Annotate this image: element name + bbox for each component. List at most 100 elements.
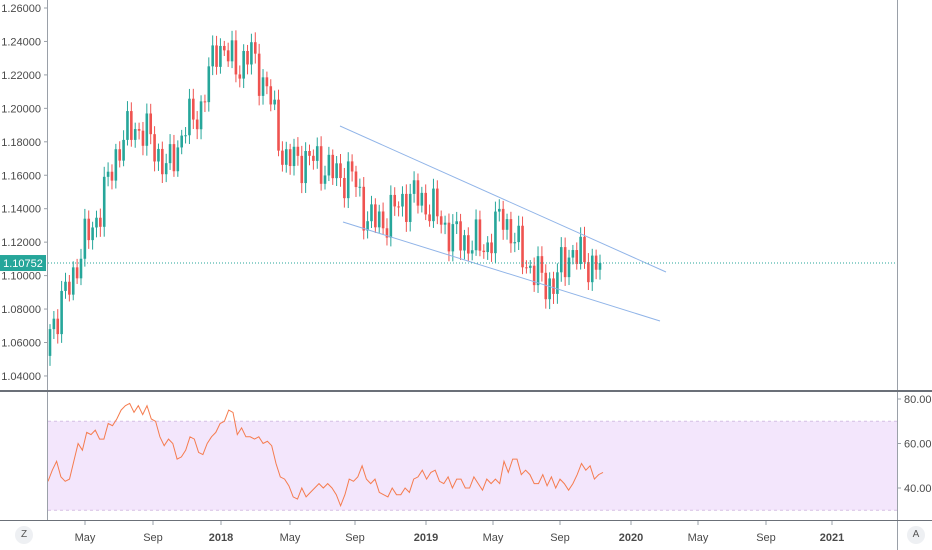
price-tick-label: 1.10000 [1, 271, 41, 283]
candle-body [164, 163, 168, 175]
candle-body [68, 281, 71, 295]
candle-body [52, 318, 56, 330]
candle-body [424, 192, 428, 215]
candle-body [528, 265, 532, 268]
time-tick-label: May [483, 532, 504, 544]
candle-body [141, 130, 145, 146]
time-tick-label: 2019 [414, 532, 438, 544]
candle-body [339, 163, 342, 178]
price-tick-label: 1.12000 [1, 237, 41, 249]
time-axis: May Sep 2018 May Sep 2019 May Sep 2020 May Sep 2021 [75, 521, 844, 544]
last-price-text: 1.10752 [3, 258, 43, 270]
candle-body [153, 134, 156, 162]
candle-body [304, 151, 307, 184]
price-tick-label: 1.08000 [1, 304, 41, 316]
candle-body [575, 250, 579, 264]
time-tick-label: 2018 [209, 532, 233, 544]
candle-body [525, 267, 528, 269]
candle-body [226, 50, 230, 62]
candle-body [451, 224, 455, 252]
candle-body [192, 98, 195, 120]
candle-body [517, 225, 520, 243]
candle-body [265, 77, 269, 87]
candle-body [308, 151, 311, 156]
candle-body [366, 221, 369, 231]
candle-body [486, 242, 489, 253]
candle-body [195, 119, 199, 130]
candle-body [587, 262, 590, 283]
candle-body [412, 180, 416, 194]
candle-body [211, 45, 214, 67]
candle-body [230, 40, 234, 62]
timezone-button[interactable]: Z [15, 526, 33, 544]
candle-body [405, 193, 408, 222]
candle-body [312, 155, 315, 161]
candle-body [401, 193, 404, 207]
candle-body [246, 50, 249, 65]
candle-body [571, 250, 575, 258]
candle-body [447, 222, 451, 252]
price-tick-label: 1.22000 [1, 70, 41, 82]
candle-body [509, 219, 513, 244]
candle-body [501, 208, 505, 230]
candle-body [478, 219, 482, 251]
candle-body [474, 219, 478, 251]
candle-body [563, 247, 567, 278]
candle-body [288, 149, 292, 167]
candle-body [583, 236, 586, 263]
candle-body [381, 211, 385, 229]
rsi-band [48, 421, 897, 511]
auto-scale-button[interactable]: A [907, 526, 925, 544]
candle-body [513, 242, 517, 244]
rsi-tick-label: 40.00 [904, 483, 932, 495]
price-tick-label: 1.06000 [1, 338, 41, 350]
candle-body [397, 206, 400, 208]
candle-body [590, 255, 594, 283]
candle-body [161, 148, 164, 175]
candle-body [315, 146, 319, 161]
candle-body [598, 263, 602, 270]
candle-body [110, 171, 114, 181]
candle-body [56, 318, 60, 335]
candle-body [408, 193, 412, 222]
candle-body [222, 45, 226, 51]
candle-body [106, 171, 110, 177]
rsi-tick-label: 60.00 [904, 439, 932, 451]
channel-upper-line[interactable] [339, 125, 667, 273]
candle-body [91, 227, 94, 241]
candle-body [203, 101, 207, 103]
candles [48, 30, 602, 366]
candle-body [180, 135, 183, 148]
candle-body [432, 188, 435, 222]
candle-body [540, 256, 544, 273]
candle-body [118, 149, 122, 161]
candle-body [559, 247, 563, 273]
candle-body [346, 161, 350, 199]
candle-body [219, 45, 222, 67]
rsi-tick-label: 80.00 [904, 394, 932, 406]
candle-body [331, 154, 335, 179]
candle-body [358, 186, 362, 188]
candle-body [253, 42, 257, 54]
candle-body [207, 66, 211, 103]
candle-body [377, 211, 381, 228]
candle-body [335, 163, 338, 179]
candle-body [75, 267, 79, 279]
time-tick-label: May [75, 532, 96, 544]
candle-body [490, 242, 493, 254]
price-tick-label: 1.26000 [1, 3, 41, 15]
channel-lower-line[interactable] [342, 221, 661, 322]
candle-body [83, 218, 87, 259]
candle-body [292, 146, 296, 167]
time-tick-label: 2020 [619, 532, 643, 544]
candle-body [99, 217, 102, 227]
candle-body [463, 235, 466, 251]
candle-body [544, 272, 548, 300]
candle-body [87, 218, 91, 241]
candle-body [172, 144, 176, 172]
candle-body [467, 235, 470, 254]
rsi-axis: 80.00 60.00 40.00 [897, 394, 932, 495]
candle-body [319, 146, 323, 184]
candle-body [157, 148, 160, 162]
